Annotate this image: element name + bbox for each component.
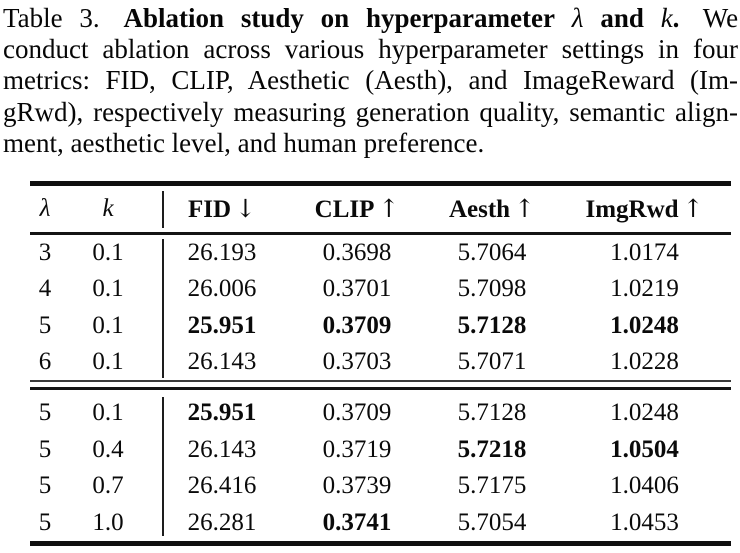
cell-aesth: 5.7218 [457,435,527,463]
cell-fid: 26.143 [187,347,257,375]
cell-lambda: 3 [38,239,52,267]
table-block-k: 5 0.1 25.951 0.3709 5.7128 1.0248 5 0.4 … [30,390,731,541]
table-block-lambda: 3 0.1 26.193 0.3698 5.7064 1.0174 4 0.1 … [30,235,731,380]
caption-line-4: gRwd), respectively measuring generation… [3,96,738,127]
cell-k: 0.7 [92,472,124,500]
cell-lambda: 5 [38,311,52,339]
header-imgrwd: ImgRwd ↑ [558,194,731,224]
cell-fid: 25.951 [187,311,257,339]
table-header-row: λ k FID ↓ CLIP ↑ Aesth ↑ ImgRwd ↑ [30,186,731,232]
cell-imgrwd: 1.0248 [610,311,679,339]
table-top-rule [30,181,731,186]
lambda-symbol: λ [571,3,584,33]
caption-label: Table 3. [3,3,100,33]
cell-fid: 26.006 [187,275,257,303]
cell-k: 0.1 [92,347,124,375]
cell-imgrwd: 1.0504 [610,435,679,463]
cell-imgrwd: 1.0248 [610,399,679,427]
block-separator-thick-line [30,387,731,390]
cell-lambda: 5 [38,472,52,500]
cell-clip: 0.3709 [322,311,392,339]
caption-sentence-start: We [702,3,739,33]
cell-lambda: 5 [38,399,52,427]
cell-k: 0.1 [92,275,124,303]
up-arrow-icon: ↑ [514,194,536,223]
cell-aesth: 5.7128 [457,399,527,427]
header-separator-rule [30,232,731,235]
cell-imgrwd: 1.0228 [610,347,679,375]
ablation-table: λ k FID ↓ CLIP ↑ Aesth ↑ ImgRwd ↑ 3 0.1 26.1… [30,181,731,546]
k-symbol: k [660,3,673,33]
cell-clip: 0.3741 [322,508,392,536]
cell-imgrwd: 1.0174 [610,239,679,267]
up-arrow-icon: ↑ [378,194,400,223]
column-divider-block1-segment [162,239,164,378]
cell-fid: 26.281 [187,508,257,536]
cell-aesth: 5.7128 [457,311,527,339]
cell-clip: 0.3698 [322,239,392,267]
header-aesth-label: Aesth [448,196,511,223]
header-lambda: λ [39,195,51,222]
cell-imgrwd: 1.0453 [610,508,679,536]
caption-title-bold: Ablation study on hyperparameter [123,3,555,33]
caption-line-3: metrics: FID, CLIP, Aesthetic (Aesth), a… [3,65,738,96]
cell-clip: 0.3709 [322,399,392,427]
header-fid: FID ↓ [156,194,288,224]
table-bottom-rule [30,541,731,546]
cell-clip: 0.3739 [322,472,392,500]
cell-lambda: 5 [38,508,52,536]
cell-imgrwd: 1.0406 [610,472,679,500]
cell-fid: 25.951 [187,399,257,427]
cell-fid: 26.416 [187,472,257,500]
caption-line-2: conduct ablation across various hyperpar… [3,34,738,65]
cell-aesth: 5.7054 [457,508,527,536]
cell-lambda: 6 [38,347,52,375]
up-arrow-icon: ↑ [682,194,704,223]
caption-and-word: and [600,3,644,33]
caption-title-period: . [672,3,680,33]
cell-aesth: 5.7071 [457,347,527,375]
cell-k: 0.1 [92,399,124,427]
caption-line-1: Table 3. Ablation study on hyperparamete… [3,3,738,34]
block-separator-double-rule [30,380,731,390]
cell-clip: 0.3701 [322,275,392,303]
cell-k: 1.0 [92,508,124,536]
caption-line-5: ment, aesthetic level, and human prefere… [3,127,485,158]
down-arrow-icon: ↓ [235,194,256,223]
cell-clip: 0.3719 [322,435,392,463]
cell-lambda: 4 [38,275,52,303]
header-aesth: Aesth ↑ [426,194,558,224]
header-clip-label: CLIP [314,196,375,223]
cell-fid: 26.143 [187,435,257,463]
header-imgrwd-label: ImgRwd [585,196,679,223]
header-fid-label: FID [187,196,232,223]
cell-aesth: 5.7175 [457,472,527,500]
cell-k: 0.4 [92,435,124,463]
cell-imgrwd: 1.0219 [610,275,679,303]
cell-aesth: 5.7064 [457,239,527,267]
cell-k: 0.1 [92,239,124,267]
block-separator-thin-line [30,380,731,382]
column-divider-header-segment [162,191,164,228]
column-divider-block2-segment [162,397,164,536]
cell-k: 0.1 [92,311,124,339]
cell-lambda: 5 [38,435,52,463]
header-clip: CLIP ↑ [288,194,426,224]
cell-fid: 26.193 [187,239,257,267]
cell-clip: 0.3703 [322,347,392,375]
header-k: k [102,195,114,222]
cell-aesth: 5.7098 [457,275,527,303]
table-caption: Table 3. Ablation study on hyperparamete… [3,3,738,159]
